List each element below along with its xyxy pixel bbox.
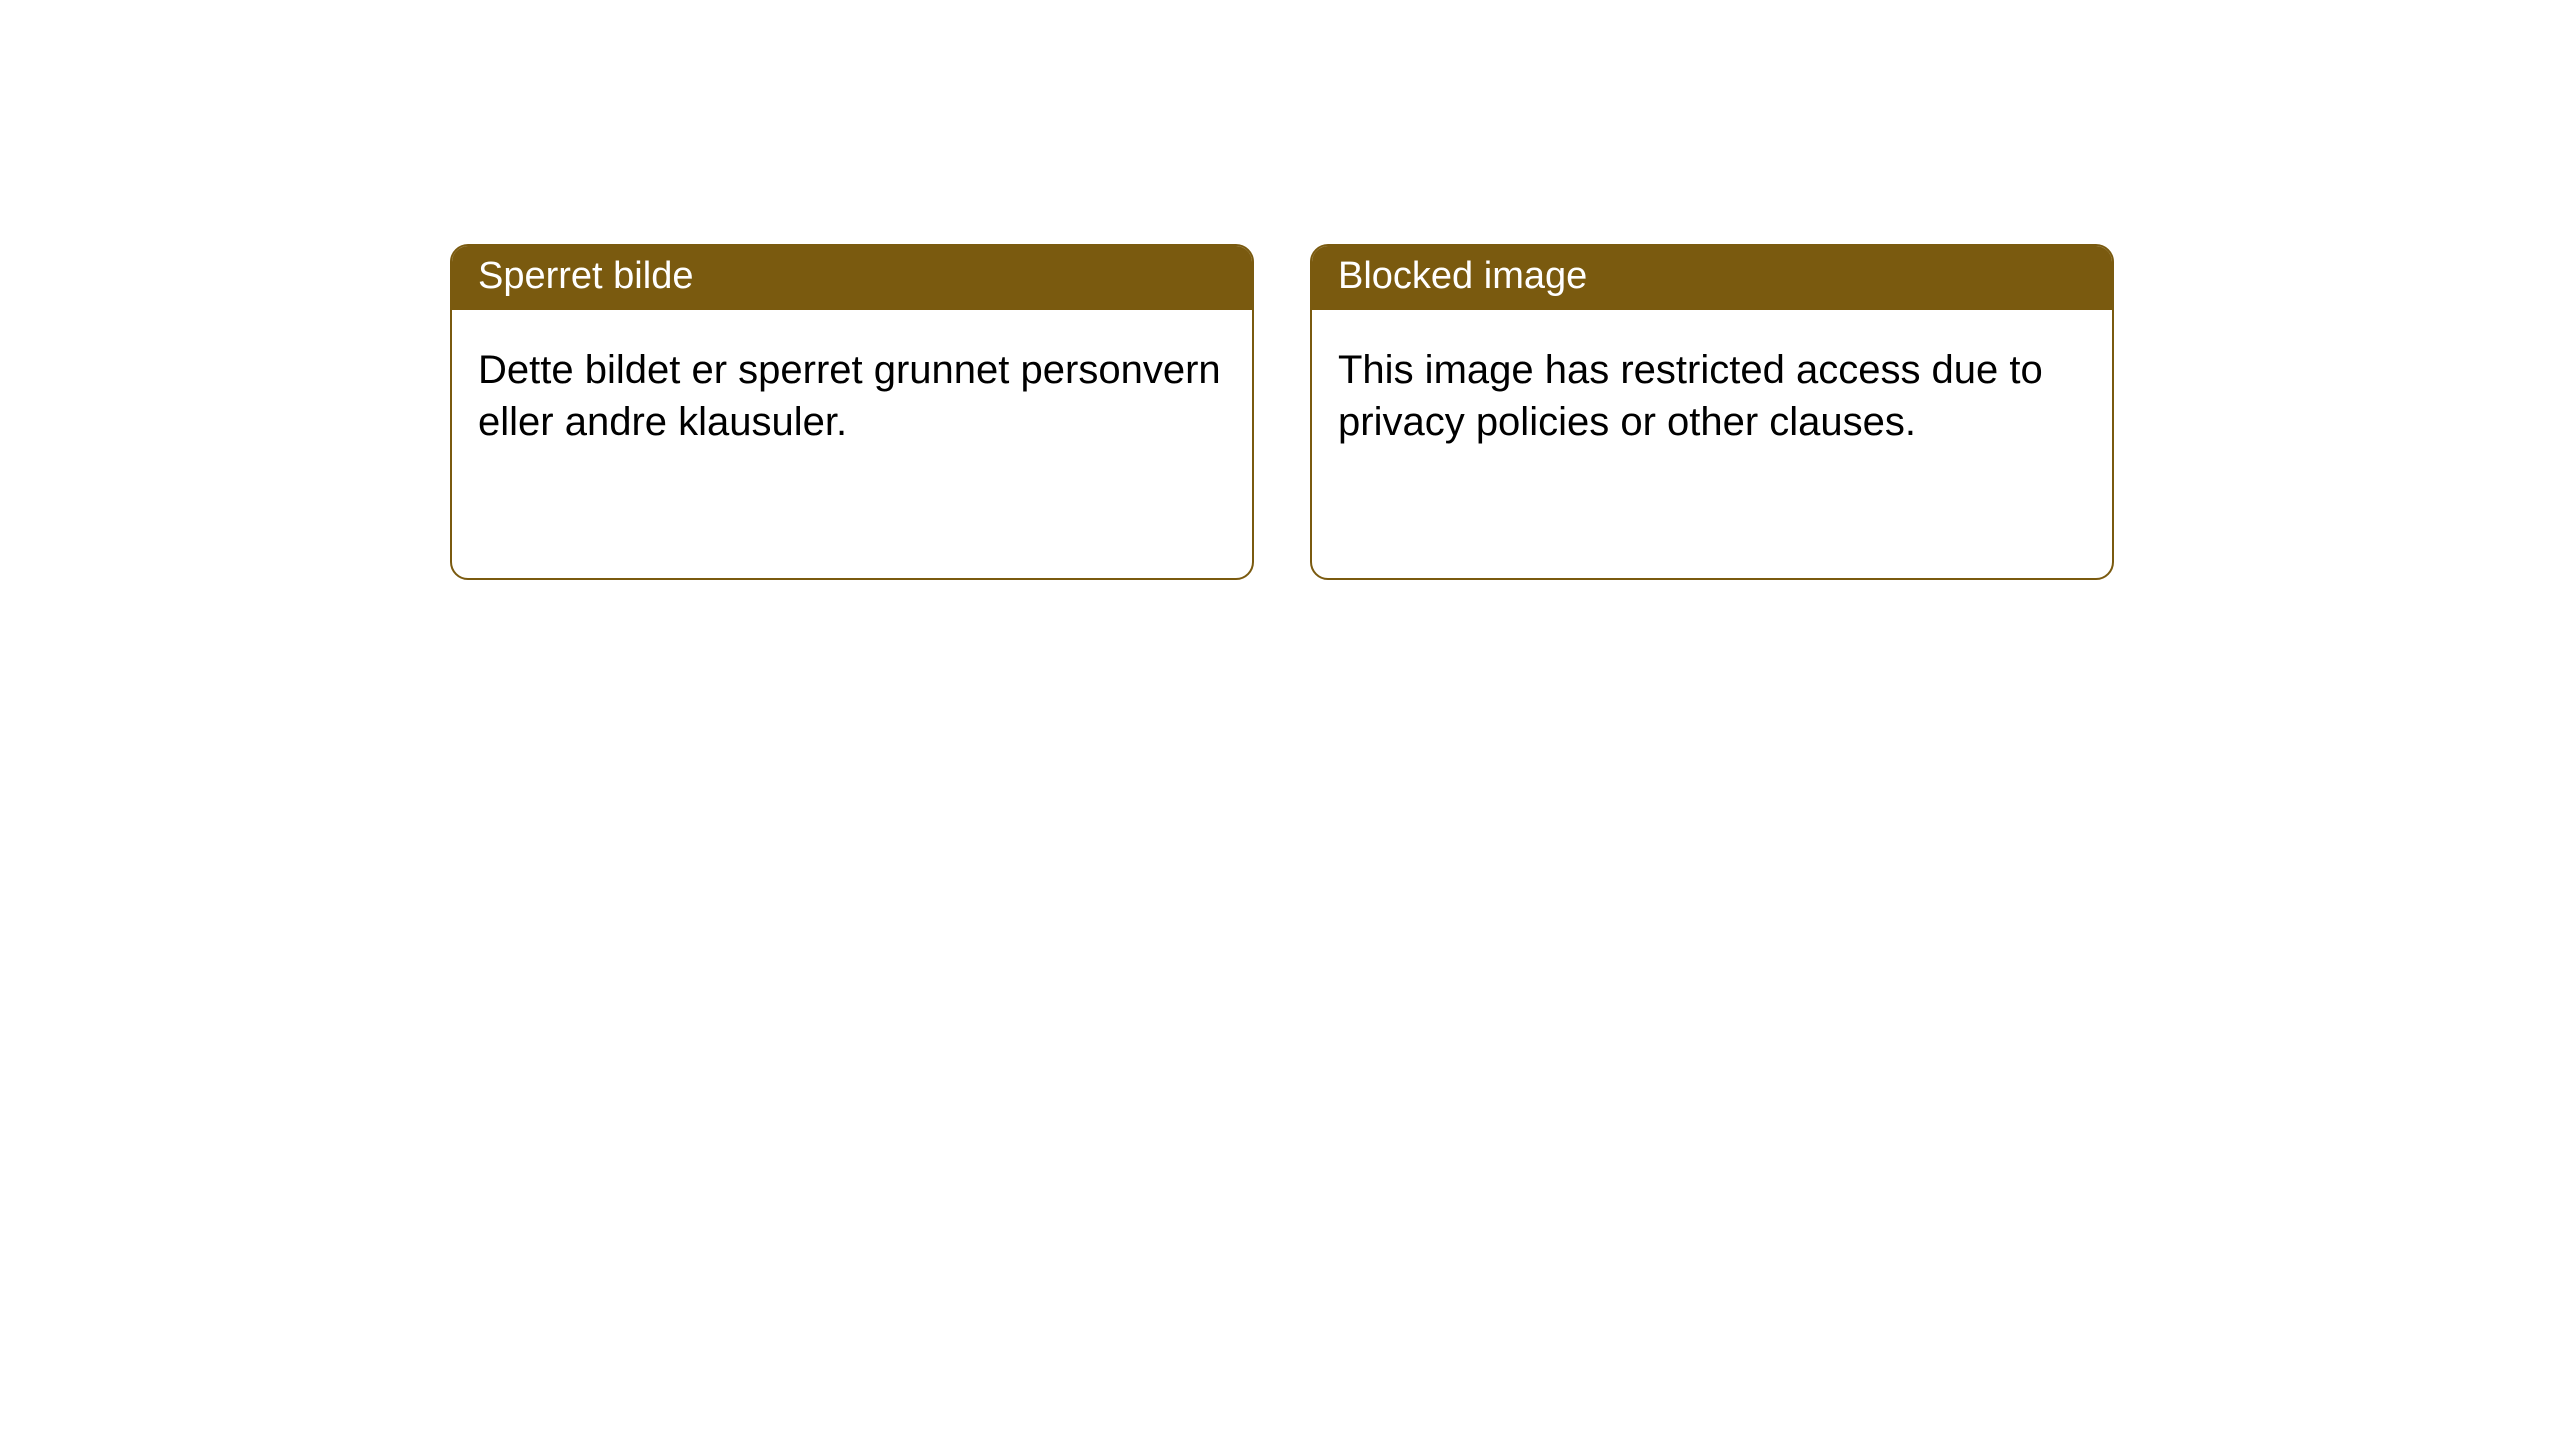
notice-box-norwegian: Sperret bilde Dette bildet er sperret gr… [450, 244, 1254, 580]
notice-header-norwegian: Sperret bilde [452, 246, 1252, 310]
notice-body-english: This image has restricted access due to … [1312, 310, 2112, 482]
notice-body-norwegian: Dette bildet er sperret grunnet personve… [452, 310, 1252, 482]
notices-container: Sperret bilde Dette bildet er sperret gr… [450, 244, 2114, 580]
notice-header-english: Blocked image [1312, 246, 2112, 310]
notice-box-english: Blocked image This image has restricted … [1310, 244, 2114, 580]
